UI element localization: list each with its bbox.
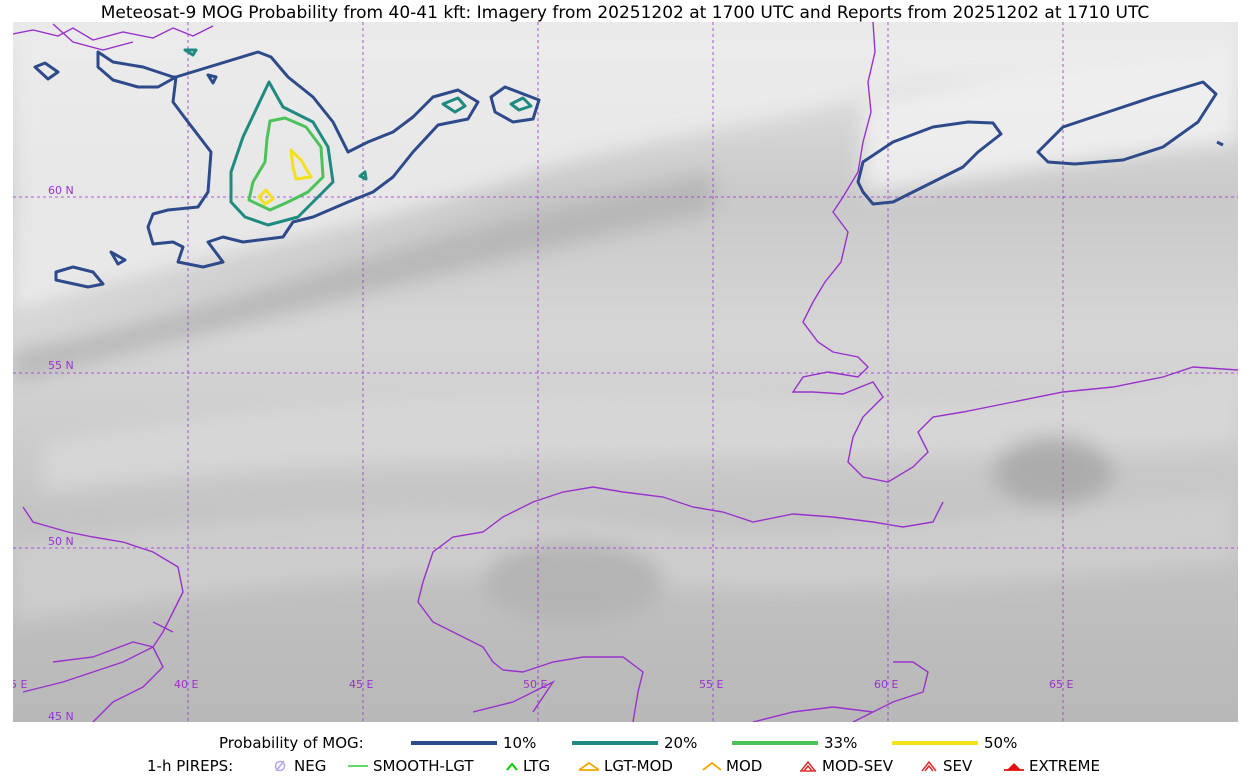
legend-item-20pct: 20% — [572, 733, 697, 753]
legend-item-label: MOD — [726, 757, 763, 775]
line-swatch-icon — [411, 741, 497, 745]
lon-label: 60 E — [874, 678, 898, 691]
lgt-mod-icon — [578, 761, 600, 771]
legend-item-10pct: 10% — [411, 733, 536, 753]
mod-sev-icon — [800, 760, 816, 772]
legend-item-label: EXTREME — [1029, 757, 1100, 775]
lat-label: 60 N — [48, 184, 74, 197]
mod-icon — [702, 761, 722, 771]
pirep-legend: 1-h PIREPS: NEG SMOOTH-LGT LTG LGT-MOD M… — [0, 756, 1250, 776]
map-title: Meteosat-9 MOG Probability from 40-41 kf… — [100, 3, 1150, 23]
lon-label: 65 E — [1049, 678, 1073, 691]
contour-50pct — [257, 148, 313, 206]
legend-item-mod-sev: MOD-SEV — [798, 756, 893, 776]
legend-item-label: LGT-MOD — [604, 757, 673, 775]
legend-item-ltg: LTG — [505, 756, 550, 776]
lon-label: 55 E — [699, 678, 723, 691]
legend-item-label: 20% — [664, 734, 698, 752]
lat-label: 55 N — [48, 359, 74, 372]
contour-20pct — [183, 48, 533, 227]
ltg-icon — [506, 762, 518, 771]
legend-item-label: SEV — [943, 757, 973, 775]
legend-item-label: SMOOTH-LGT — [373, 757, 474, 775]
legend-item-label: MOD-SEV — [822, 757, 893, 775]
legend-item-label: NEG — [294, 757, 327, 775]
legend-item-label: LTG — [523, 757, 551, 775]
legend-item-sev: SEV — [919, 756, 972, 776]
legend-item-neg: NEG — [272, 756, 326, 776]
satellite-map: 35 E 40 E 45 E 50 E 55 E 60 E 65 E 45 N … — [13, 22, 1238, 722]
line-swatch-icon — [572, 741, 658, 745]
legend-item-lgt-mod: LGT-MOD — [578, 756, 673, 776]
mog-contours — [33, 48, 1224, 289]
legend-item-50pct: 50% — [892, 733, 1017, 753]
legend-item-mod: MOD — [702, 756, 762, 776]
lon-label: 40 E — [174, 678, 198, 691]
axis-labels: 35 E 40 E 45 E 50 E 55 E 60 E 65 E 45 N … — [13, 184, 1073, 722]
legend-item-label: 10% — [503, 734, 537, 752]
legend-item-label: 50% — [984, 734, 1018, 752]
contour-10pct — [33, 50, 1224, 289]
graticule — [13, 22, 1238, 722]
line-swatch-icon — [732, 741, 818, 745]
pirep-legend-title: 1-h PIREPS: — [147, 757, 234, 775]
smooth-lgt-icon — [348, 765, 368, 767]
lon-label: 50 E — [523, 678, 547, 691]
map-panel[interactable]: 35 E 40 E 45 E 50 E 55 E 60 E 65 E 45 N … — [13, 22, 1238, 722]
legend-item-label: 33% — [824, 734, 858, 752]
coastlines — [13, 22, 1238, 722]
probability-legend-title: Probability of MOG: — [219, 734, 364, 752]
probability-legend: Probability of MOG: 10% 20% 33% 50% — [0, 733, 1250, 753]
lon-label: 35 E — [13, 678, 27, 691]
legend-item-extreme: EXTREME — [1003, 756, 1100, 776]
neg-icon — [274, 760, 286, 772]
sev-icon — [921, 760, 937, 772]
line-swatch-icon — [892, 741, 978, 745]
lat-label: 45 N — [48, 710, 74, 722]
contour-33pct — [247, 116, 325, 212]
extreme-icon — [1004, 763, 1024, 771]
lon-label: 45 E — [349, 678, 373, 691]
legend-item-33pct: 33% — [732, 733, 857, 753]
legend-item-smooth-lgt: SMOOTH-LGT — [347, 756, 474, 776]
lat-label: 50 N — [48, 535, 74, 548]
